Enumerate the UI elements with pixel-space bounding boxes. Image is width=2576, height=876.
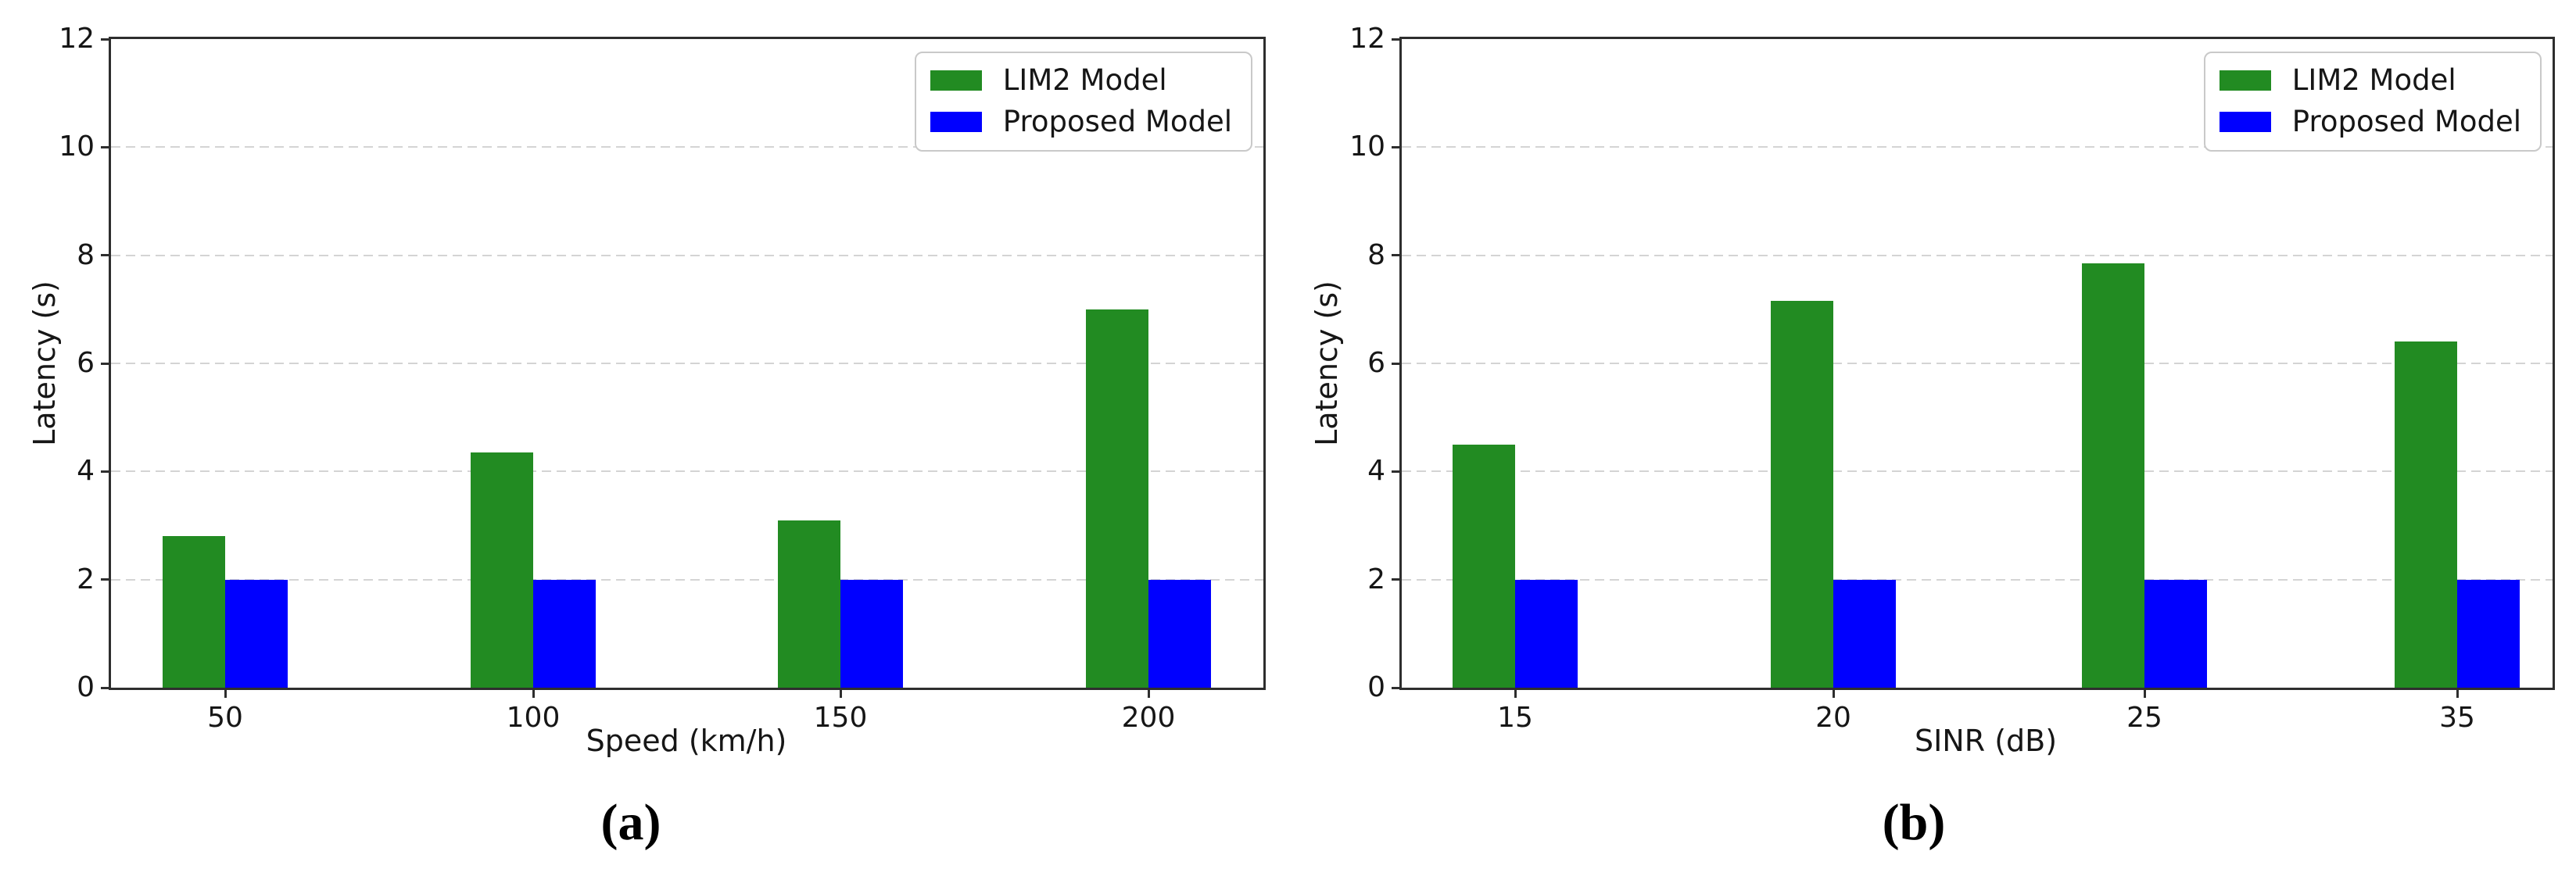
- y-tick-label-4: 4: [77, 455, 95, 488]
- y-tick-label-12: 12: [1349, 23, 1385, 55]
- gridline-y6: [111, 363, 1263, 364]
- y-tick-mark-10: [1392, 145, 1399, 148]
- x-tick-label-50: 50: [207, 702, 243, 734]
- gridline-y6: [1402, 363, 2553, 364]
- legend-item-proposed: Proposed Model: [2219, 104, 2521, 138]
- x-tick-label-150: 150: [813, 702, 868, 734]
- caption-a: (a): [600, 794, 661, 851]
- legend-label-lim2: LIM2 Model: [2291, 63, 2456, 97]
- bar-lim2-20: [1771, 301, 1833, 688]
- legend-label-proposed: Proposed Model: [2291, 104, 2521, 138]
- bar-proposed-50: [225, 579, 288, 688]
- x-tick-label-20: 20: [1815, 702, 1851, 734]
- y-tick-label-10: 10: [1349, 131, 1385, 163]
- bar-lim2-15: [1453, 444, 1515, 688]
- proposed-swatch: [2219, 112, 2271, 133]
- x-axis-label-b: SINR (dB): [1914, 724, 2058, 758]
- y-tick-mark-4: [101, 470, 109, 473]
- legend-item-proposed: Proposed Model: [930, 104, 1232, 138]
- bar-lim2-35: [2395, 341, 2457, 688]
- y-tick-mark-12: [1392, 38, 1399, 41]
- legend-a: LIM2 Model Proposed Model: [914, 52, 1252, 152]
- x-tick-mark-25: [2143, 690, 2146, 698]
- legend-label-proposed: Proposed Model: [1002, 104, 1232, 138]
- y-tick-mark-0: [101, 686, 109, 689]
- y-tick-label-0: 0: [1367, 671, 1385, 703]
- x-tick-mark-100: [532, 690, 535, 698]
- bar-proposed-20: [1833, 579, 1896, 688]
- x-tick-label-200: 200: [1121, 702, 1176, 734]
- bar-lim2-25: [2082, 263, 2144, 688]
- legend-b: LIM2 Model Proposed Model: [2203, 52, 2542, 152]
- bar-lim2-50: [163, 536, 225, 688]
- bar-lim2-200: [1086, 309, 1148, 688]
- x-tick-mark-35: [2456, 690, 2459, 698]
- lim2-swatch: [2219, 70, 2271, 91]
- proposed-swatch: [930, 112, 982, 133]
- x-tick-label-15: 15: [1497, 702, 1533, 734]
- bar-proposed-150: [840, 579, 903, 688]
- y-tick-label-8: 8: [1367, 238, 1385, 271]
- y-tick-mark-6: [101, 362, 109, 365]
- y-tick-label-6: 6: [77, 347, 95, 379]
- legend-label-lim2: LIM2 Model: [1002, 63, 1167, 97]
- x-tick-label-35: 35: [2439, 702, 2475, 734]
- bar-proposed-25: [2144, 579, 2207, 688]
- gridline-y4: [1402, 470, 2553, 473]
- plot-area-b: LIM2 Model Proposed Model: [1399, 37, 2555, 690]
- x-axis-label-a: Speed (km/h): [586, 724, 787, 758]
- bar-lim2-150: [778, 520, 840, 688]
- gridline-y4: [111, 470, 1263, 473]
- x-tick-label-25: 25: [2126, 702, 2162, 734]
- gridline-y10: [111, 146, 1263, 148]
- y-tick-label-8: 8: [77, 238, 95, 271]
- y-tick-mark-4: [1392, 470, 1399, 473]
- y-tick-mark-12: [101, 38, 109, 41]
- y-tick-mark-6: [1392, 362, 1399, 365]
- y-tick-mark-8: [1392, 254, 1399, 257]
- y-tick-mark-0: [1392, 686, 1399, 689]
- bar-proposed-35: [2457, 579, 2520, 688]
- gridline-y10: [1402, 146, 2553, 148]
- legend-item-lim2: LIM2 Model: [930, 63, 1232, 97]
- y-tick-label-4: 4: [1367, 455, 1385, 488]
- y-tick-label-2: 2: [1367, 563, 1385, 595]
- y-tick-label-6: 6: [1367, 347, 1385, 379]
- gridline-y8: [1402, 254, 2553, 256]
- bar-proposed-100: [533, 579, 596, 688]
- x-tick-mark-15: [1514, 690, 1517, 698]
- x-tick-mark-200: [1147, 690, 1150, 698]
- y-tick-label-10: 10: [59, 131, 95, 163]
- x-tick-mark-20: [1832, 690, 1835, 698]
- x-tick-mark-150: [839, 690, 842, 698]
- y-tick-label-2: 2: [77, 563, 95, 595]
- plot-area-a: LIM2 Model Proposed Model: [109, 37, 1266, 690]
- y-tick-mark-10: [101, 145, 109, 148]
- y-tick-mark-2: [1392, 578, 1399, 581]
- x-tick-mark-50: [224, 690, 227, 698]
- caption-b: (b): [1882, 794, 1946, 851]
- legend-item-lim2: LIM2 Model: [2219, 63, 2521, 97]
- gridline-y2: [1402, 578, 2553, 581]
- gridline-y8: [111, 254, 1263, 256]
- y-tick-mark-2: [101, 578, 109, 581]
- bar-proposed-200: [1148, 579, 1211, 688]
- bar-proposed-15: [1515, 579, 1578, 688]
- x-tick-label-100: 100: [506, 702, 561, 734]
- y-tick-label-0: 0: [77, 671, 95, 703]
- y-tick-label-12: 12: [59, 23, 95, 55]
- gridline-y2: [111, 578, 1263, 581]
- bar-lim2-100: [471, 452, 533, 688]
- lim2-swatch: [930, 70, 982, 91]
- y-tick-mark-8: [101, 254, 109, 257]
